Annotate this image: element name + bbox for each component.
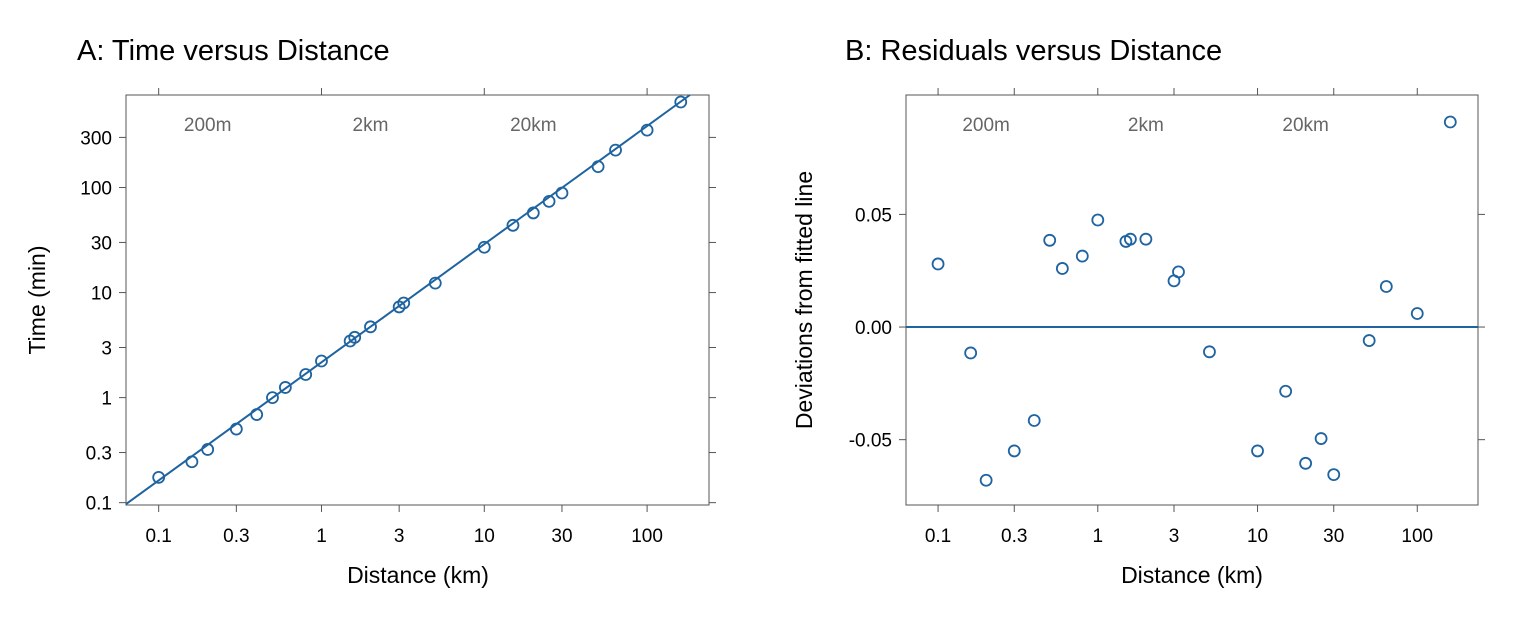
panel-a: A: Time versus Distance 200m 2km 20km 0.1 0…	[24, 35, 716, 588]
distance-annotation: 20km	[1282, 115, 1328, 136]
data-point	[526, 206, 540, 220]
x-tick-label: 10	[474, 526, 495, 547]
data-point	[1123, 232, 1137, 246]
panel-b-x-axis: 0.1 0.3 1 3 10 30 100	[925, 505, 1433, 547]
x-tick-label: 100	[631, 526, 663, 547]
panel-b: B: Residuals versus Distance 200m 2km 20km…	[791, 35, 1485, 588]
data-point	[348, 330, 362, 344]
distance-annotation: 2km	[1128, 115, 1164, 136]
data-point	[1251, 444, 1264, 458]
panel-a-y-axis: 0.1 0.3 1 3 10 30 100 300	[80, 128, 716, 515]
data-point	[152, 470, 166, 484]
y-tick-label: 0.3	[86, 444, 112, 465]
data-point	[201, 443, 215, 456]
data-point	[1055, 262, 1069, 275]
x-tick-label: 1	[316, 526, 327, 547]
panel-a-title: A: Time versus Distance	[77, 35, 390, 67]
y-tick-label: 30	[91, 233, 112, 254]
panel-a-top-annotations: 200m 2km 20km	[184, 115, 557, 136]
data-point	[1007, 444, 1021, 458]
panel-b-y-axis-label: Deviations from fitted line	[791, 171, 817, 429]
data-point	[1075, 249, 1089, 263]
panel-b-title: B: Residuals versus Distance	[845, 35, 1222, 67]
data-point	[674, 95, 688, 109]
data-point	[299, 368, 313, 381]
y-tick-label: 1	[101, 389, 112, 410]
data-point	[397, 296, 411, 310]
data-point	[1091, 213, 1105, 227]
data-point	[964, 346, 978, 360]
distance-annotation: 2km	[353, 115, 389, 136]
y-tick-label: 0.05	[855, 205, 892, 226]
x-tick-label: 0.3	[1001, 526, 1027, 547]
data-point	[506, 218, 520, 232]
x-tick-label: 30	[551, 526, 572, 547]
data-point	[1279, 384, 1293, 398]
x-tick-label: 0.3	[223, 526, 249, 547]
data-point	[1299, 456, 1313, 470]
panel-b-y-axis: -0.05 0.00 0.05	[849, 205, 1485, 452]
panel-a-x-axis-label: Distance (km)	[347, 562, 489, 588]
data-point	[1203, 345, 1216, 359]
data-point	[1327, 468, 1341, 481]
y-tick-label: 0.00	[855, 318, 892, 339]
y-tick-label: 100	[80, 179, 112, 200]
data-point	[477, 240, 491, 254]
distance-annotation: 200m	[184, 115, 232, 136]
data-point	[278, 381, 292, 394]
data-point	[1172, 265, 1185, 279]
data-point	[931, 257, 945, 271]
panel-a-x-axis: 0.1 0.3 1 3 10 30 100	[145, 505, 663, 547]
data-point	[1379, 280, 1393, 293]
panel-b-top-annotations: 200m 2km 20km	[962, 115, 1328, 136]
data-point	[1139, 232, 1153, 246]
data-point	[428, 276, 442, 290]
x-tick-label: 1	[1093, 526, 1104, 547]
data-point	[640, 123, 654, 137]
data-point	[185, 455, 199, 469]
y-tick-label: 10	[91, 284, 112, 305]
data-point	[542, 194, 556, 208]
panel-a-points	[152, 95, 688, 484]
y-tick-label: 3	[101, 338, 112, 359]
data-point	[315, 354, 328, 368]
data-point	[266, 391, 279, 405]
panel-b-points	[931, 115, 1457, 487]
x-tick-label: 30	[1323, 526, 1344, 547]
data-point	[1043, 233, 1057, 247]
panel-b-top-ticks	[937, 88, 1418, 95]
data-point	[591, 160, 605, 174]
x-tick-label: 0.1	[925, 526, 951, 547]
x-tick-label: 3	[1169, 526, 1180, 547]
distance-annotation: 20km	[510, 115, 556, 136]
panel-b-plot-frame	[905, 94, 1479, 506]
data-point	[979, 473, 993, 487]
data-point	[364, 320, 377, 334]
data-point	[555, 186, 569, 200]
x-tick-label: 100	[1401, 526, 1433, 547]
panel-b-x-axis-label: Distance (km)	[1121, 562, 1263, 588]
data-point	[1443, 115, 1457, 129]
panel-a-y-axis-label: Time (min)	[24, 245, 50, 354]
x-tick-label: 3	[394, 526, 405, 547]
data-point	[1314, 432, 1328, 445]
y-tick-label: -0.05	[849, 431, 892, 452]
panel-a-plot-frame	[125, 94, 710, 506]
data-point	[1362, 334, 1376, 347]
x-tick-label: 0.1	[145, 526, 171, 547]
x-tick-label: 10	[1247, 526, 1268, 547]
data-point	[229, 422, 243, 436]
y-tick-label: 0.1	[86, 494, 112, 515]
panel-a-top-ticks	[158, 88, 648, 95]
distance-annotation: 200m	[962, 115, 1010, 136]
data-point	[1410, 307, 1424, 320]
y-tick-label: 300	[80, 128, 112, 149]
data-point	[250, 408, 264, 421]
data-point	[609, 143, 622, 157]
data-point	[1027, 414, 1041, 427]
